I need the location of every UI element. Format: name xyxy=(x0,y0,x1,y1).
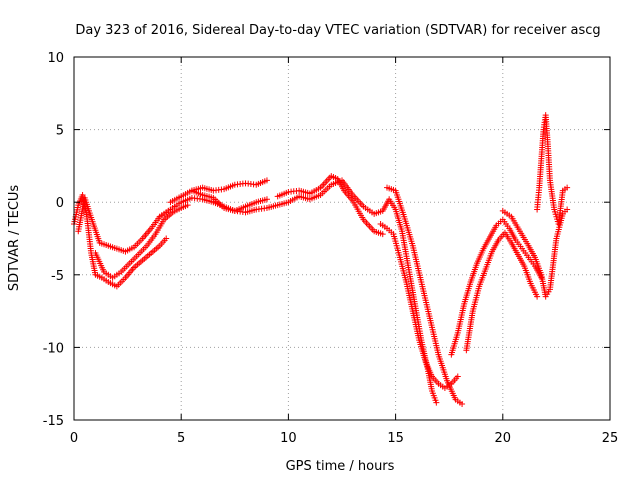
series-satellite-track-4 xyxy=(156,177,440,406)
series-satellite-track-10 xyxy=(448,216,545,358)
data-point xyxy=(263,177,270,184)
data-point xyxy=(379,231,386,238)
series-satellite-track-13 xyxy=(534,112,571,227)
x-tick-labels: 0 5 10 15 20 25 xyxy=(70,431,618,446)
y-tick-label: -15 xyxy=(43,414,64,429)
series-satellite-track-8 xyxy=(377,220,461,392)
x-tick-label: 20 xyxy=(495,431,512,446)
data-marks xyxy=(71,112,571,408)
x-tick-label: 15 xyxy=(387,431,404,446)
x-tick-label: 25 xyxy=(602,431,619,446)
series-satellite-track-11 xyxy=(463,229,541,354)
series-satellite-track-9 xyxy=(384,184,466,408)
y-tick-label: -5 xyxy=(51,269,64,284)
data-point xyxy=(184,202,191,209)
y-tick-label: 5 xyxy=(56,124,64,139)
x-tick-label: 10 xyxy=(280,431,297,446)
grid xyxy=(74,57,610,420)
x-tick-label: 0 xyxy=(70,431,78,446)
series-satellite-track-2 xyxy=(75,194,178,255)
series-satellite-track-12 xyxy=(499,206,571,300)
series-satellite-track-1 xyxy=(71,191,170,290)
data-point xyxy=(433,399,440,406)
series-satellite-track-6 xyxy=(188,187,270,214)
axis-ticks xyxy=(73,56,611,421)
y-tick-label: 10 xyxy=(47,51,64,66)
y-tick-labels: -15 -10 -5 0 5 10 xyxy=(43,51,64,429)
plot-frame xyxy=(73,56,611,421)
data-point xyxy=(564,206,571,213)
data-point xyxy=(459,401,466,408)
y-axis-title: SDTVAR / TECUs xyxy=(7,185,22,292)
y-tick-label: 0 xyxy=(56,196,64,211)
data-point xyxy=(454,373,461,380)
data-point xyxy=(534,293,541,300)
data-point xyxy=(163,235,170,242)
series-satellite-track-3 xyxy=(92,202,191,281)
x-tick-label: 5 xyxy=(177,431,185,446)
x-axis-title: GPS time / hours xyxy=(286,459,395,474)
data-point xyxy=(263,196,270,203)
y-tick-label: -10 xyxy=(43,341,64,356)
data-point xyxy=(564,184,571,191)
chart-title: Day 323 of 2016, Sidereal Day-to-day VTE… xyxy=(75,23,600,38)
series-satellite-track-7 xyxy=(274,173,386,238)
